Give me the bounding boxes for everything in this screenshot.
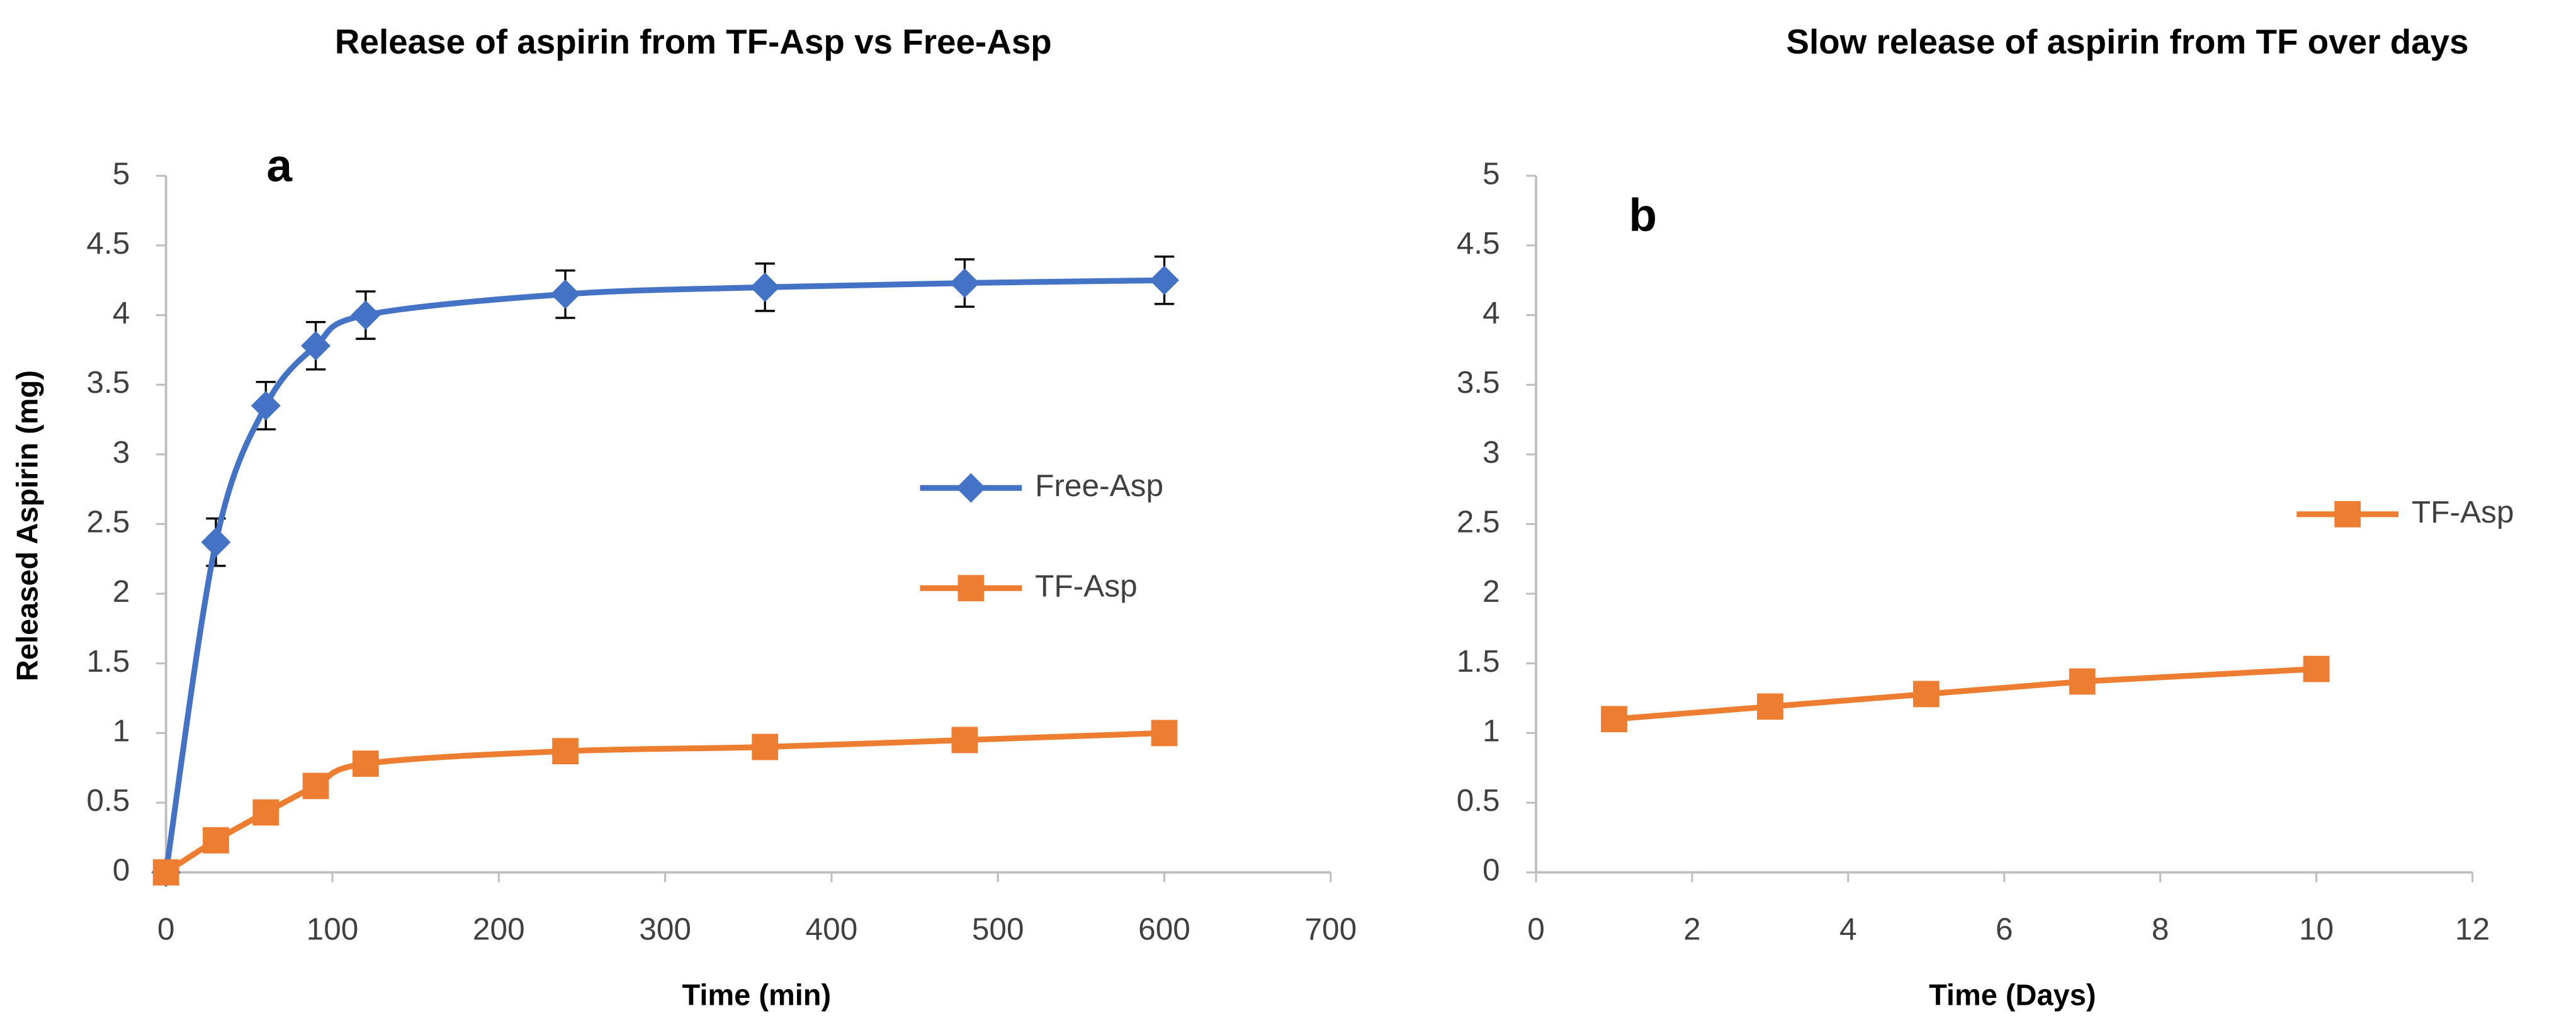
x-tick-label: 400 <box>806 912 858 947</box>
marker <box>201 527 231 557</box>
panel-label: b <box>1629 189 1657 240</box>
y-tick-label: 1 <box>113 713 130 748</box>
x-tick-label: 300 <box>639 912 691 947</box>
x-tick-label: 700 <box>1304 912 1357 947</box>
marker <box>152 859 179 886</box>
marker <box>752 733 779 761</box>
y-tick-label: 3 <box>113 434 130 470</box>
x-tick-label: 10 <box>2299 912 2334 947</box>
y-tick-label: 2.5 <box>86 504 130 540</box>
marker <box>2069 668 2096 695</box>
y-tick-label: 1.5 <box>86 643 130 679</box>
x-tick-label: 4 <box>1839 912 1857 947</box>
x-tick-label: 200 <box>473 912 525 947</box>
marker <box>550 279 580 309</box>
x-axis-title: Time (Days) <box>1929 978 2096 1011</box>
y-tick-label: 2 <box>1483 574 1500 609</box>
legend-marker <box>2334 501 2361 528</box>
y-tick-label: 0.5 <box>86 783 130 818</box>
y-tick-label: 3.5 <box>86 365 130 400</box>
x-tick-label: 0 <box>1527 912 1545 947</box>
marker <box>252 799 280 826</box>
y-tick-label: 5 <box>1483 156 1500 191</box>
x-tick-label: 0 <box>157 912 175 947</box>
marker <box>251 390 281 421</box>
marker <box>1912 681 1940 708</box>
y-tick-label: 4.5 <box>1457 225 1500 261</box>
marker <box>2303 655 2330 682</box>
x-tick-label: 2 <box>1683 912 1701 947</box>
panel-label: a <box>266 140 293 191</box>
y-tick-label: 0.5 <box>1457 783 1500 818</box>
x-tick-label: 8 <box>2152 912 2169 947</box>
chart-title: Release of aspirin from TF-Asp vs Free-A… <box>335 22 1052 61</box>
y-tick-label: 0 <box>1483 852 1500 888</box>
y-tick-label: 2.5 <box>1457 504 1500 540</box>
legend-label: TF-Asp <box>1035 568 1138 603</box>
legend-marker <box>956 473 986 503</box>
marker <box>302 772 329 800</box>
x-axis-title: Time (min) <box>682 978 832 1011</box>
x-tick-label: 600 <box>1138 912 1190 947</box>
y-tick-label: 4 <box>113 295 130 331</box>
y-tick-label: 0 <box>113 852 130 888</box>
marker <box>301 331 331 361</box>
chart-title: Slow release of aspirin from TF over day… <box>1786 22 2468 61</box>
marker <box>1601 706 1627 733</box>
x-tick-label: 500 <box>972 912 1024 947</box>
y-tick-label: 1.5 <box>1457 643 1500 679</box>
marker <box>203 827 229 854</box>
marker <box>351 300 381 330</box>
marker <box>1150 265 1180 295</box>
y-tick-label: 5 <box>113 156 130 191</box>
marker <box>951 727 978 754</box>
marker <box>949 268 980 298</box>
y-tick-label: 2 <box>113 574 130 609</box>
marker <box>352 750 379 777</box>
y-tick-label: 4 <box>1483 295 1500 331</box>
x-tick-label: 6 <box>1996 912 2013 947</box>
x-tick-label: 100 <box>307 912 359 947</box>
y-tick-label: 3 <box>1483 434 1500 470</box>
y-axis-title: Released Aspirin (mg) <box>11 370 44 681</box>
marker <box>1757 693 1783 720</box>
y-tick-label: 3.5 <box>1457 365 1500 400</box>
x-tick-label: 12 <box>2455 912 2490 947</box>
legend-label: TF-Asp <box>2412 494 2514 529</box>
y-tick-label: 4.5 <box>86 225 130 261</box>
marker <box>1151 720 1178 747</box>
y-tick-label: 1 <box>1483 713 1500 748</box>
legend-label: Free-Asp <box>1035 468 1163 503</box>
legend-marker <box>958 575 985 602</box>
marker <box>552 738 579 765</box>
